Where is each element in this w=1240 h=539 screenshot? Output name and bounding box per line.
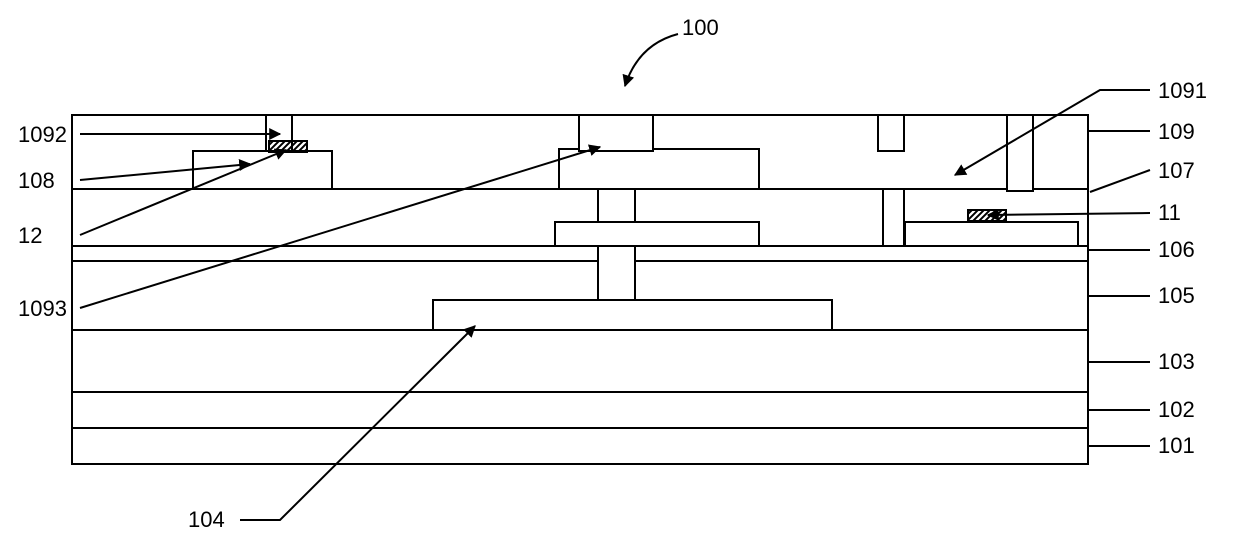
block-108: [193, 151, 332, 189]
figure-number-label: 100: [682, 15, 719, 40]
callout-105: 105: [1158, 283, 1195, 308]
callout-1093: 1093: [18, 296, 67, 321]
gap-top-right-2: [1007, 115, 1033, 191]
block-under-106: [555, 222, 759, 246]
callout-1092: 1092: [18, 122, 67, 147]
block-under-107: [559, 149, 759, 189]
callout-107: 107: [1158, 158, 1195, 183]
block-right-lower: [905, 222, 1078, 246]
block-104: [433, 300, 832, 330]
callout-11: 11: [1158, 200, 1181, 225]
callout-108: 108: [18, 168, 55, 193]
layer-102: [72, 392, 1088, 428]
callout-1091: 1091: [1158, 78, 1207, 103]
callout-104: 104: [188, 507, 225, 532]
layer-106: [72, 246, 1088, 261]
callout-103: 103: [1158, 349, 1195, 374]
hatch-12: [269, 141, 307, 152]
gap-top-right-1: [878, 115, 904, 151]
layer-103: [72, 330, 1088, 392]
callout-106: 106: [1158, 237, 1195, 262]
gap-mid-right: [883, 189, 904, 246]
leader-107: [1090, 170, 1150, 192]
callout-109: 109: [1158, 119, 1195, 144]
callout-101: 101: [1158, 433, 1195, 458]
title-arrow: [625, 34, 678, 86]
layer-101: [72, 428, 1088, 464]
callout-102: 102: [1158, 397, 1195, 422]
callout-12: 12: [18, 223, 42, 248]
gap-top-center: [579, 115, 653, 151]
